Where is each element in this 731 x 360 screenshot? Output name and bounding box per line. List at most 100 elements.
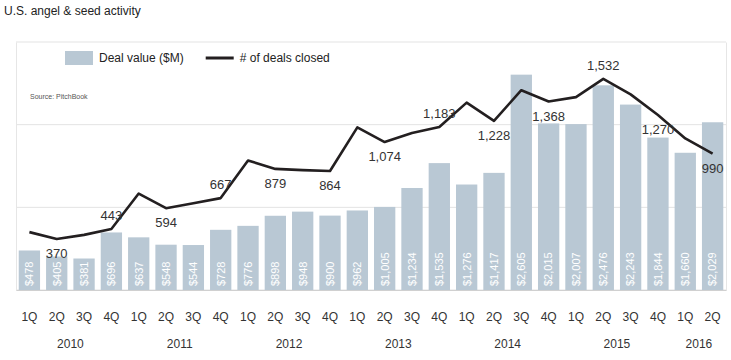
bar xyxy=(210,230,231,290)
x-tick-label: 4Q xyxy=(541,310,557,324)
x-tick-label: 1Q xyxy=(131,310,147,324)
x-tick-label: 2Q xyxy=(158,310,174,324)
x-tick: 2Q xyxy=(595,290,611,324)
bar xyxy=(265,216,286,290)
bar xyxy=(483,173,504,290)
x-tick: 3Q xyxy=(76,290,92,324)
x-tick: 3Q xyxy=(295,290,311,324)
grid xyxy=(16,42,726,290)
bar-label: $1,417 xyxy=(488,252,500,286)
bar-label: $900 xyxy=(324,262,336,286)
bar-label: $2,605 xyxy=(515,252,527,286)
line xyxy=(29,79,712,239)
x-tick-label: 1Q xyxy=(677,310,693,324)
x-tick: 4Q xyxy=(322,290,338,324)
line-label: 1,368 xyxy=(532,109,565,124)
x-tick-label: 2Q xyxy=(49,310,65,324)
x-tick-label: 1Q xyxy=(349,310,365,324)
x-tick-label: 4Q xyxy=(322,310,338,324)
annotation: Source: PitchBook xyxy=(30,93,88,100)
legend-label: Deal value ($M) xyxy=(99,51,184,65)
grid-line xyxy=(16,42,726,43)
x-tick: 3Q xyxy=(404,290,420,324)
bar xyxy=(319,216,340,290)
bar xyxy=(620,105,641,290)
y2-axis xyxy=(726,43,728,291)
x-tick-label: 4Q xyxy=(103,310,119,324)
line-label: 1,074 xyxy=(368,149,401,164)
bar-label: $1,005 xyxy=(379,252,391,286)
x-tick-label: 4Q xyxy=(431,310,447,324)
x-tick: 2Q xyxy=(49,290,65,324)
x-tick: 4Q xyxy=(541,290,557,324)
x-tick: 1Q xyxy=(349,290,365,324)
x-tick-label: 4Q xyxy=(650,310,666,324)
x-tick: 1Q xyxy=(568,290,584,324)
bar xyxy=(593,85,614,290)
x-tick: 2Q xyxy=(486,290,502,324)
x-tick-label: 4Q xyxy=(213,310,229,324)
x-tick: 1Q xyxy=(677,290,693,324)
x-tick-label: 3Q xyxy=(513,310,529,324)
bar xyxy=(46,257,67,290)
bar xyxy=(128,237,149,290)
x-tick: 2Q xyxy=(705,290,721,324)
bar xyxy=(511,75,532,290)
x-tick: 4Q xyxy=(431,290,447,324)
x-tick: 3Q xyxy=(185,290,201,324)
x-tick-label: 3Q xyxy=(295,310,311,324)
bar xyxy=(429,163,450,290)
plot-area xyxy=(19,75,724,290)
x-group-label: 2013 xyxy=(385,337,412,351)
data-labels: $478$405$381$696$637$548$544$728$776$898… xyxy=(23,58,723,286)
bar xyxy=(237,226,258,290)
bar-label: $1,844 xyxy=(652,252,664,286)
bar-label: $2,029 xyxy=(706,252,718,286)
x-tick: 4Q xyxy=(213,290,229,324)
x-tick-label: 2Q xyxy=(377,310,393,324)
bar xyxy=(456,185,477,290)
legend-swatch xyxy=(65,51,93,65)
bar-label: $962 xyxy=(351,262,363,286)
bar-label: $544 xyxy=(187,262,199,286)
legend-item: Deal value ($M) xyxy=(65,51,184,65)
x-tick: 1Q xyxy=(131,290,147,324)
line-label: 864 xyxy=(319,178,341,193)
bar-label: $405 xyxy=(51,262,63,286)
bar xyxy=(565,124,586,290)
bar xyxy=(401,188,422,290)
x-group-label: 2010 xyxy=(57,337,84,351)
x-axis: 1Q 2Q 3Q 4Q 1Q 2Q 3Q 4Q 1Q 2Q 3Q 4Q 1Q 2Q 3Q 4Q 1Q 2Q 3Q 4Q… xyxy=(17,290,727,324)
line-label: 1,183 xyxy=(423,106,456,121)
bar xyxy=(292,212,313,290)
x-group-label: 2015 xyxy=(604,337,631,351)
x-tick: 3Q xyxy=(513,290,529,324)
bar-label: $696 xyxy=(105,262,117,286)
line-label: 990 xyxy=(702,161,724,176)
x-group-label: 2012 xyxy=(276,337,303,351)
bar-label: $478 xyxy=(23,262,35,286)
grid-line xyxy=(16,290,726,291)
x-tick: 1Q xyxy=(459,290,475,324)
line-label: 879 xyxy=(264,176,286,191)
y2-axis-line xyxy=(726,43,727,291)
bar xyxy=(73,259,94,290)
x-tick: 3Q xyxy=(623,290,639,324)
bar xyxy=(155,245,176,290)
bar xyxy=(347,210,368,290)
x-tick-label: 1Q xyxy=(568,310,584,324)
line-label: 594 xyxy=(155,215,177,230)
line-label: 1,228 xyxy=(478,128,511,143)
x-tick-label: 2Q xyxy=(486,310,502,324)
bar-label: $1,234 xyxy=(406,252,418,286)
x-groups: 2010201120122013201420152016 xyxy=(57,337,713,351)
bar-label: $776 xyxy=(242,262,254,286)
x-tick-label: 2Q xyxy=(595,310,611,324)
bar xyxy=(19,250,40,290)
x-tick: 2Q xyxy=(158,290,174,324)
x-tick: 2Q xyxy=(267,290,283,324)
x-group-label: 2014 xyxy=(494,337,521,351)
title: U.S. angel & seed activity xyxy=(4,4,141,18)
x-tick-label: 3Q xyxy=(76,310,92,324)
x-tick: 1Q xyxy=(21,290,37,324)
